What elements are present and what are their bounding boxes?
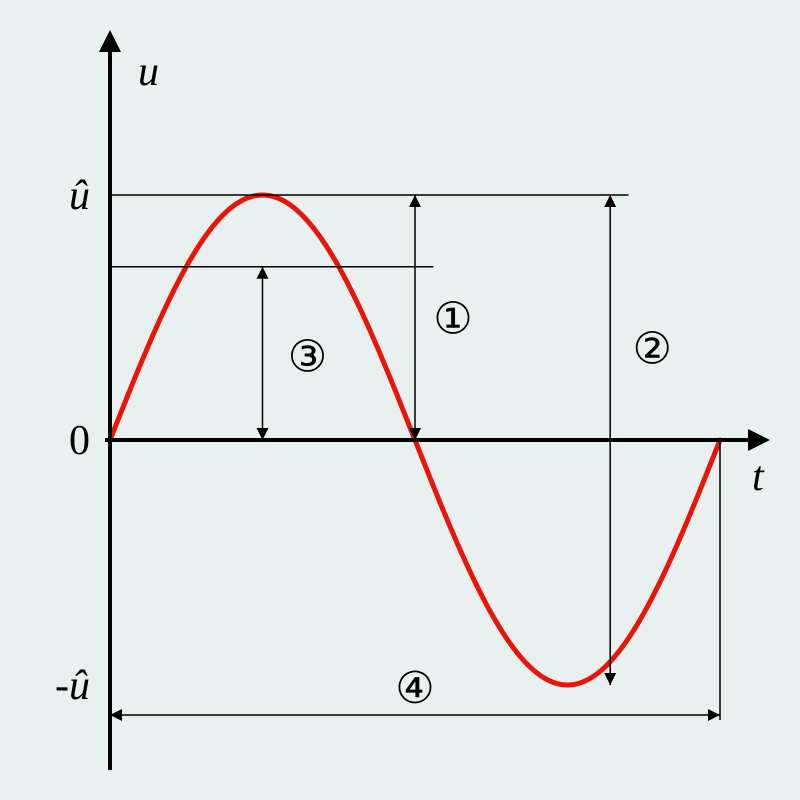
marker-2: ② <box>632 325 671 374</box>
marker-4: ④ <box>395 664 434 713</box>
y-axis-label: u <box>138 49 159 95</box>
marker-1: ① <box>433 295 472 344</box>
x-axis-label: t <box>752 454 765 500</box>
marker-3: ③ <box>288 332 327 381</box>
minus-u-hat-label: -û <box>55 663 90 709</box>
origin-label: 0 <box>69 418 90 464</box>
u-hat-label: û <box>69 173 90 219</box>
